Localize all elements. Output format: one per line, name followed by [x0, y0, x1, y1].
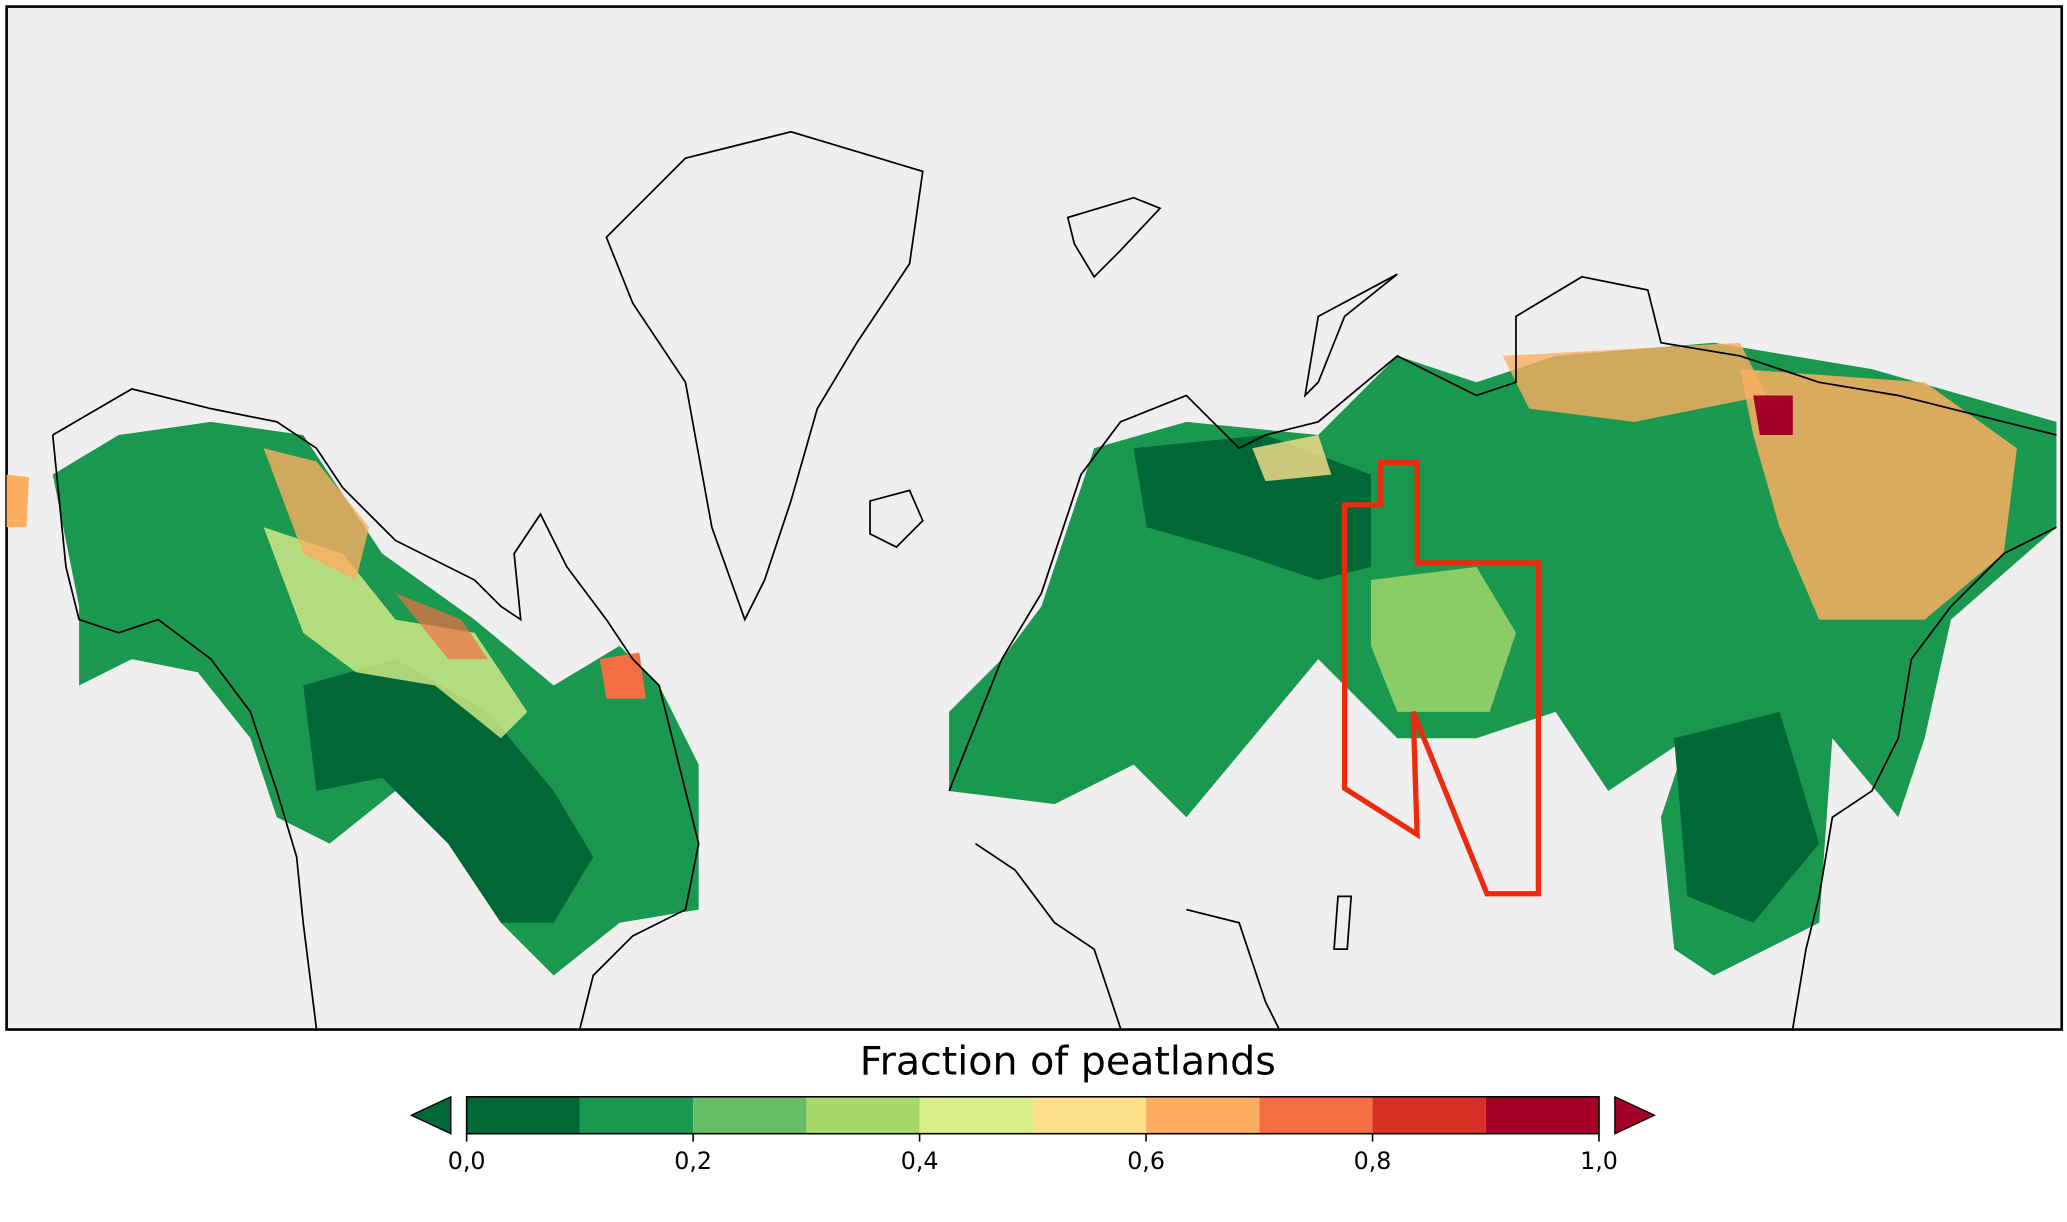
colorbar: 0,0 0,2 0,4 0,6 0,8 1,0 [409, 1095, 1656, 1175]
colorbar-segment [1146, 1096, 1260, 1134]
colorbar-extend-high [1614, 1095, 1656, 1135]
colorbar-segment [693, 1096, 807, 1134]
colorbar-tick-label: 0,4 [901, 1147, 939, 1175]
colorbar-segment [806, 1096, 920, 1134]
colorbar-tick-label: 0,6 [1127, 1147, 1165, 1175]
map [5, 5, 2064, 1031]
colorbar-segment [579, 1096, 694, 1134]
colorbar-outline [465, 1095, 1600, 1135]
colorbar-segment [1485, 1096, 1600, 1134]
colorbar-segment [466, 1096, 580, 1134]
colorbar-tick-label: 0,0 [448, 1147, 486, 1175]
colorbar-tick-label: 0,8 [1354, 1147, 1392, 1175]
colorbar-segment [1372, 1096, 1486, 1134]
colorbar-tick-label: 0,2 [674, 1147, 712, 1175]
peat-patches [6, 342, 2057, 976]
study-region-outline [1341, 460, 1542, 897]
colorbar-title: Fraction of peatlands [860, 1038, 1276, 1084]
coastlines [51, 130, 2057, 1029]
colorbar-segment [919, 1096, 1033, 1134]
colorbar-segment [1259, 1096, 1373, 1134]
colorbar-extend-low [409, 1095, 452, 1135]
colorbar-segment [1032, 1096, 1147, 1134]
colorbar-tick-label: 1,0 [1580, 1147, 1618, 1175]
